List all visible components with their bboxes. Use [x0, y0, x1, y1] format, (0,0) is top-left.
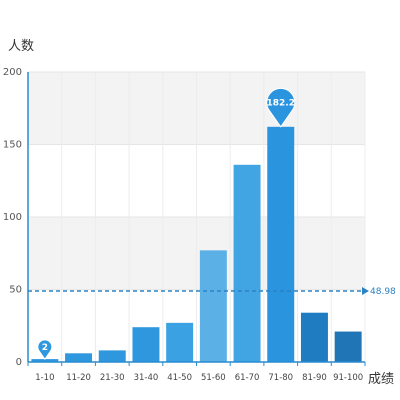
bar-1-10 [31, 359, 59, 362]
bar-21-30 [98, 350, 126, 362]
bars-group [31, 126, 362, 362]
pin-label-text: 182.2 [267, 98, 295, 108]
y-tick-label: 50 [9, 285, 22, 296]
bar-81-90 [300, 312, 328, 362]
y-axis-title: 人数 [8, 39, 34, 54]
axes-group [27, 72, 366, 366]
x-ticks-group: 1-10 11-20 21-30 31-40 41-50 51-60 61-70 71-80 8… [35, 373, 363, 383]
bar-31-40 [132, 327, 160, 362]
bar-61-70 [233, 164, 261, 362]
x-tick-label: 11-20 [66, 373, 91, 383]
x-tick-label: 41-50 [167, 373, 192, 383]
x-axis-title: 成绩 [368, 372, 394, 387]
pin-labels-group: 2 182.2 [37, 87, 296, 360]
average-arrow [362, 286, 369, 295]
pin-1-10: 2 [37, 339, 53, 360]
y-tick-label: 0 [16, 357, 22, 368]
x-tick-label: 1-10 [35, 373, 54, 383]
bar-91-100 [334, 331, 362, 362]
pin-label-text: 2 [42, 343, 48, 353]
x-tick-label: 21-30 [100, 373, 125, 383]
bar-51-60 [199, 250, 227, 362]
average-value-label: 48.98 [370, 287, 396, 297]
x-tick-label: 71-80 [268, 373, 293, 383]
y-ticks-group: 0 50 100 150 200 [3, 67, 22, 368]
x-tick-label: 31-40 [134, 373, 159, 383]
vertical-grid [61, 72, 366, 362]
average-group: 48.98 [28, 286, 396, 297]
y-tick-label: 150 [3, 140, 22, 151]
bar-41-50 [166, 322, 194, 362]
y-tick-label: 100 [3, 212, 22, 223]
pin-marker [37, 339, 53, 360]
x-tick-label: 61-70 [235, 373, 260, 383]
pin-marker [266, 87, 296, 128]
x-tick-label: 51-60 [201, 373, 226, 383]
bar-11-20 [65, 353, 93, 362]
pin-71-80: 182.2 [266, 87, 296, 128]
y-tick-label: 200 [3, 67, 22, 78]
x-tick-label: 91-100 [333, 373, 363, 383]
bar-71-80 [267, 126, 295, 362]
x-tick-label: 81-90 [302, 373, 327, 383]
